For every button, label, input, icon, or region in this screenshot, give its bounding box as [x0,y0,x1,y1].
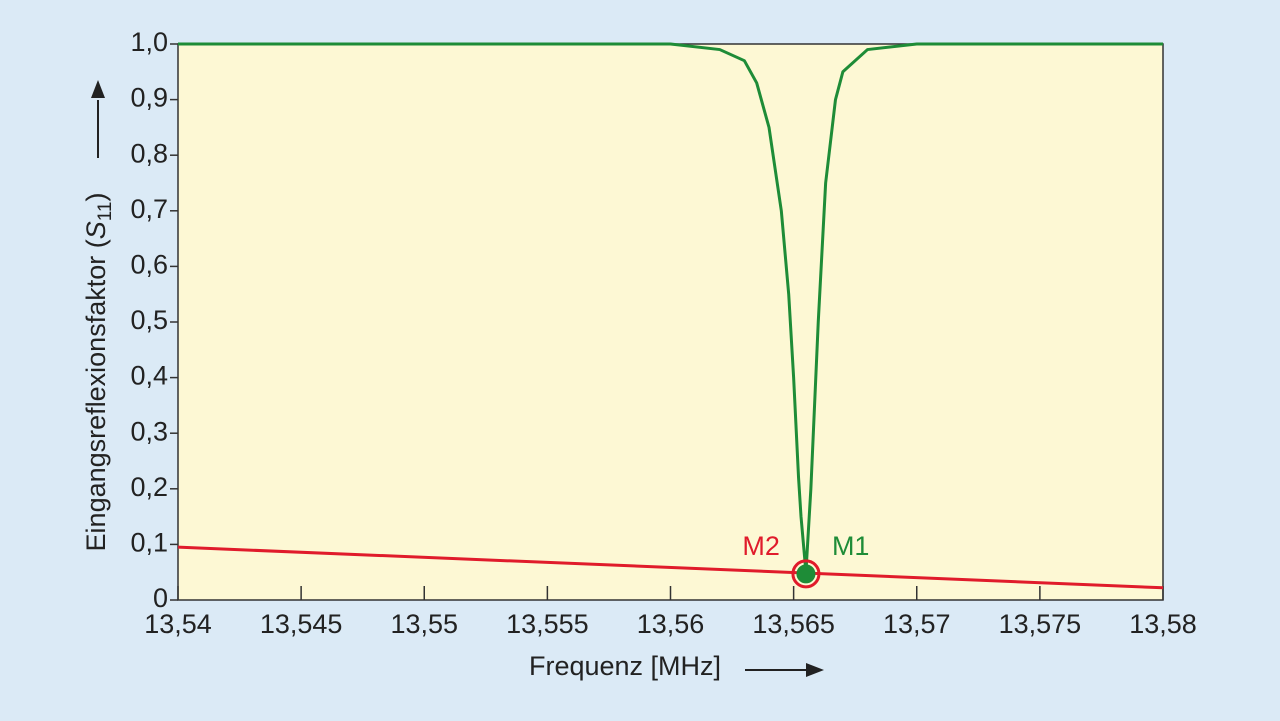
x-tick-label: 13,555 [506,609,589,639]
x-tick-label: 13,545 [260,609,343,639]
x-tick-label: 13,55 [390,609,458,639]
y-tick-label: 0,2 [130,472,168,502]
y-tick-label: 0,7 [130,194,168,224]
y-label-text: Eingangsreflexionsfaktor ( [81,239,111,551]
x-tick-label: 13,575 [999,609,1082,639]
x-tick-label: 13,54 [144,609,212,639]
y-tick-label: 0,4 [130,361,168,391]
x-tick-label: 13,57 [883,609,951,639]
y-label-subscript: 11 [95,202,116,222]
series-line [177,545,1164,590]
y-tick-label: 1,0 [130,27,168,57]
plot-area [177,43,1164,601]
y-tick-label: 0,6 [130,250,168,280]
y-tick-label: 0,5 [130,305,168,335]
x-tick-label: 13,565 [752,609,835,639]
y-tick-label: 0,3 [130,416,168,446]
x-arrow [745,663,824,677]
x-axis-label: Frequenz [MHz] [529,651,721,681]
series-line [178,42,1163,574]
y-tick-label: 0,9 [130,83,168,113]
marker [791,559,821,589]
y-axis-label: Eingangsreflexionsfaktor (S11) [81,193,116,552]
y-label-symbol: S [81,221,111,239]
marker [796,564,816,584]
y-label-close: ) [81,193,111,202]
y-arrow [91,80,105,158]
y-tick-label: 0,1 [130,528,168,558]
marker-label: M2 [742,531,780,561]
y-tick-label: 0,8 [130,138,168,168]
marker-label: M1 [832,531,870,561]
x-tick-label: 13,58 [1129,609,1197,639]
y-tick-label: 0 [153,583,168,613]
x-tick-label: 13,56 [637,609,705,639]
